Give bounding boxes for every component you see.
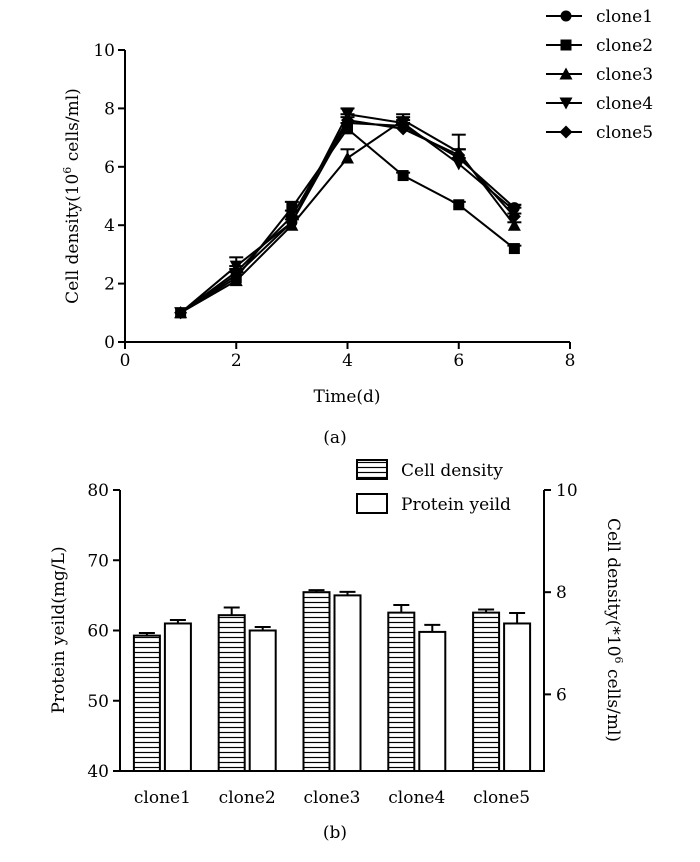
left-y-ticks: 40 50 60 70 80 xyxy=(87,481,120,782)
bar-group-clone4 xyxy=(387,603,447,773)
x-axis-label: Time(d) xyxy=(313,387,380,407)
data-point xyxy=(285,209,299,223)
data-point xyxy=(341,151,354,164)
y-tick-label: 0 xyxy=(104,333,115,353)
left-y-tick-label: 70 xyxy=(87,551,109,571)
data-point xyxy=(452,158,466,171)
x-ticks: 0 2 4 6 8 xyxy=(120,342,576,371)
left-y-tick-label: 40 xyxy=(87,762,109,782)
right-y-tick-label: 6 xyxy=(556,685,567,705)
category-label: clone5 xyxy=(473,788,530,808)
legend-marker xyxy=(560,39,572,51)
data-point xyxy=(342,123,353,135)
legend-label: clone1 xyxy=(596,7,653,27)
legend-item-clone3: clone3 xyxy=(546,65,653,85)
bar-cell-density xyxy=(217,614,246,772)
data-point xyxy=(397,170,409,182)
bar-cell-density xyxy=(302,591,331,772)
legend-label: clone4 xyxy=(596,94,653,114)
right-y-tick-label: 10 xyxy=(556,481,578,501)
legend-item-protein-yeild: Protein yeild xyxy=(356,493,511,515)
bar-protein-yeild xyxy=(248,629,277,772)
bar-cell-density xyxy=(387,611,416,772)
bar-chart: 40 50 60 70 80 6 8 10 clone1 clone2 clone3 clone4… xyxy=(49,459,625,843)
left-y-tick-label: 50 xyxy=(87,692,109,712)
data-point xyxy=(341,113,354,127)
legend-label: clone3 xyxy=(596,65,653,85)
y-tick-label: 2 xyxy=(104,275,115,295)
data-point xyxy=(452,148,466,162)
data-point xyxy=(286,202,298,214)
legend-marker xyxy=(559,125,573,139)
y-tick-label: 4 xyxy=(104,216,115,236)
bar-cell-density xyxy=(132,634,161,772)
bar-protein-yeild xyxy=(163,622,192,772)
legend-item-clone2: clone2 xyxy=(546,36,653,56)
legend-item-cell-density: Cell density xyxy=(356,459,503,481)
bar-group-clone1 xyxy=(132,618,192,772)
data-point xyxy=(229,265,243,279)
legend-label: clone2 xyxy=(596,36,653,56)
caption-b: (b) xyxy=(323,823,347,843)
x-tick-label: 4 xyxy=(342,351,353,371)
left-y-tick-label: 80 xyxy=(87,481,109,501)
data-point xyxy=(396,122,410,136)
legend-marker xyxy=(560,10,572,22)
legend-label: clone5 xyxy=(596,123,653,143)
bar-group-clone3 xyxy=(302,589,362,772)
data-point xyxy=(174,306,188,320)
right-y-ticks: 6 8 10 xyxy=(544,481,578,705)
series-group xyxy=(174,107,522,320)
bar-cell-density xyxy=(472,611,501,772)
category-label: clone2 xyxy=(219,788,276,808)
y-tick-label: 8 xyxy=(104,99,115,119)
bars-group xyxy=(132,589,532,773)
legend-marker xyxy=(559,67,573,80)
y-tick-label: 6 xyxy=(104,158,115,178)
bar-group-clone5 xyxy=(472,608,532,772)
legend: clone1 clone2 clone3 clone4 clone5 xyxy=(546,7,653,143)
left-y-tick-label: 60 xyxy=(87,622,109,642)
legend-item-clone5: clone5 xyxy=(546,123,653,143)
bar-protein-yeild xyxy=(503,622,532,772)
x-tick-label: 0 xyxy=(120,351,131,371)
series-clone1 xyxy=(175,116,522,319)
category-labels: clone1 clone2 clone3 clone4 clone5 xyxy=(134,788,530,808)
y-axis-label: Cell density(106 cells/ml) xyxy=(61,88,83,304)
data-point xyxy=(229,274,243,287)
category-label: clone1 xyxy=(134,788,191,808)
bar-protein-yeild xyxy=(418,630,447,773)
bar-protein-yeild xyxy=(333,594,362,772)
y-tick-label: 10 xyxy=(93,41,115,61)
legend-b: Cell density Protein yeild xyxy=(356,459,511,515)
data-point xyxy=(507,218,521,231)
legend-swatch xyxy=(356,493,388,514)
right-y-axis-label: Cell density(*106 cells/ml) xyxy=(603,518,625,742)
left-y-axis-label: Protein yeild(mg/L) xyxy=(49,546,69,713)
data-point xyxy=(507,209,521,223)
x-tick-label: 2 xyxy=(231,351,242,371)
series-clone5 xyxy=(174,113,522,320)
right-y-tick-label: 8 xyxy=(556,583,567,603)
caption-a: (a) xyxy=(323,428,346,448)
category-label: clone4 xyxy=(388,788,445,808)
legend-label: Protein yeild xyxy=(401,495,511,515)
y-ticks: 0 2 4 6 8 10 xyxy=(93,41,125,353)
series-clone3 xyxy=(174,113,522,319)
line-chart-axes xyxy=(124,50,570,343)
legend-item-clone4: clone4 xyxy=(546,94,653,114)
legend-item-clone1: clone1 xyxy=(546,7,653,27)
legend-marker xyxy=(559,97,573,110)
legend-swatch xyxy=(356,459,388,480)
x-tick-label: 6 xyxy=(453,351,464,371)
bar-group-clone2 xyxy=(217,606,277,772)
category-label: clone3 xyxy=(303,788,360,808)
data-point xyxy=(508,243,520,255)
legend-label: Cell density xyxy=(401,461,503,481)
x-tick-label: 8 xyxy=(565,351,576,371)
data-point xyxy=(453,199,465,211)
